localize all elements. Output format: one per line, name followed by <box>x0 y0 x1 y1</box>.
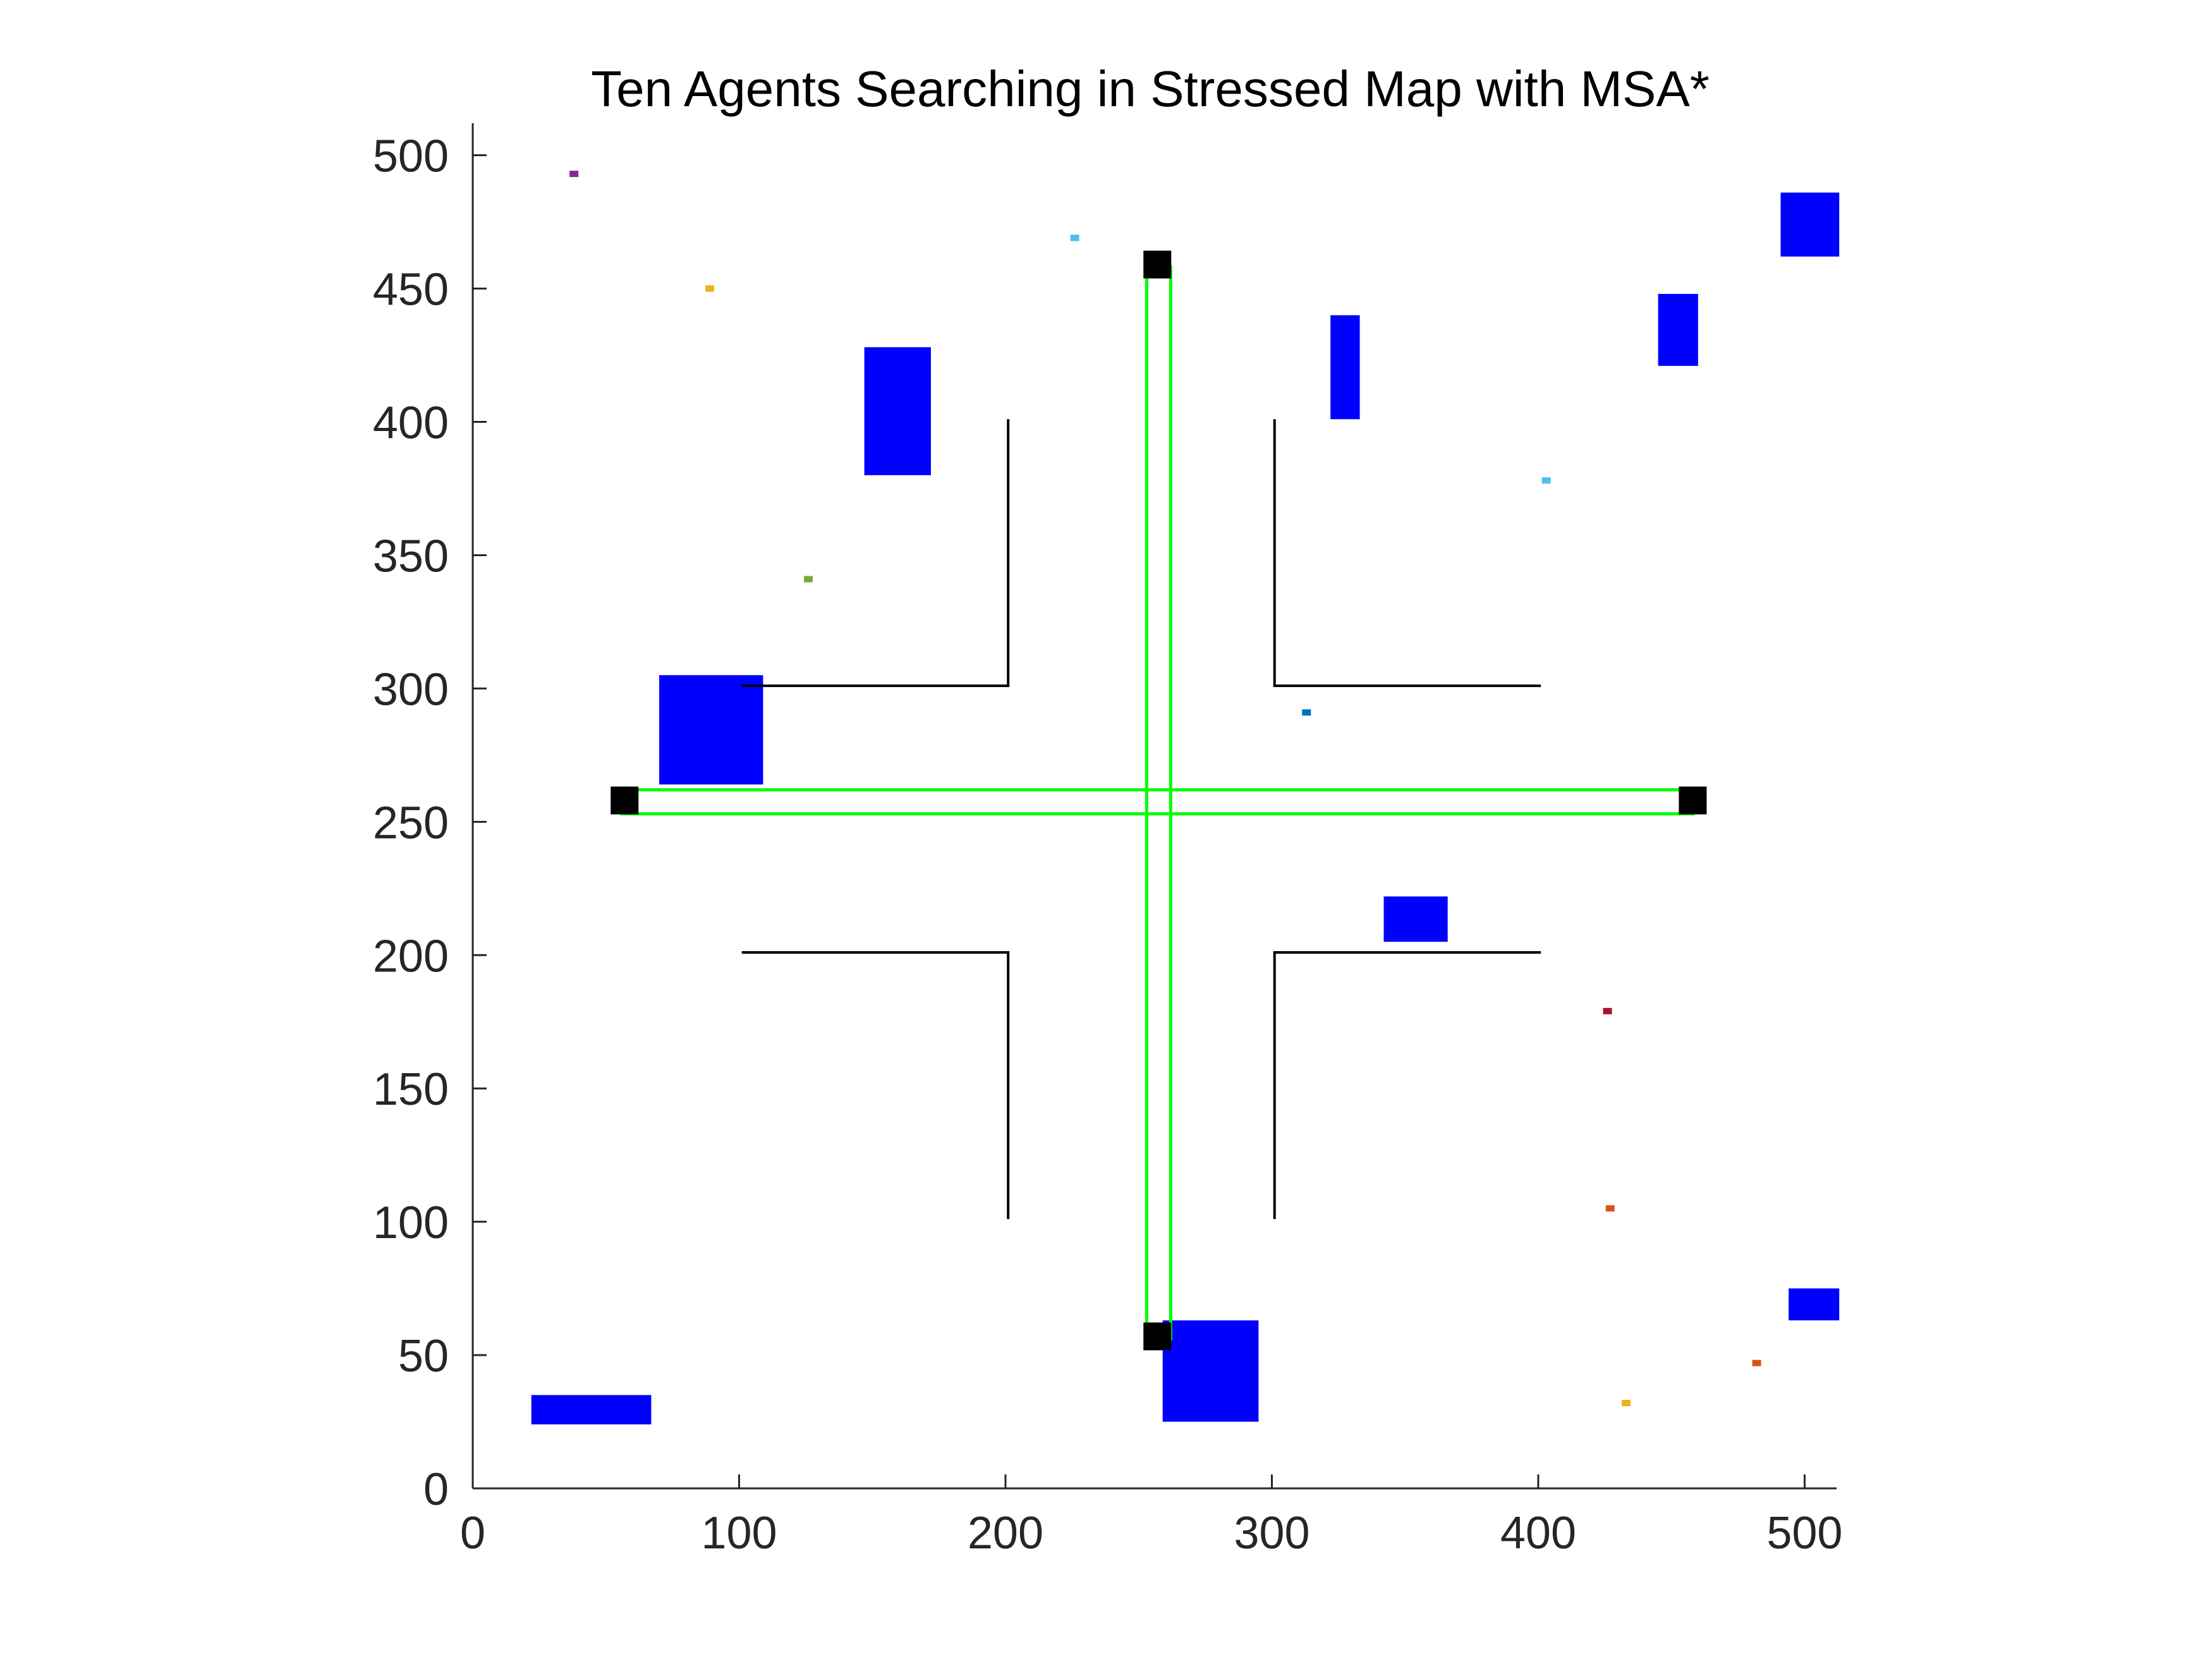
obstacle-1 <box>1330 315 1360 420</box>
endpoint-marker-2 <box>1679 786 1707 815</box>
x-tick-label-1: 100 <box>701 1508 777 1559</box>
agent-marker-2 <box>1070 234 1079 241</box>
wall-2 <box>741 951 1010 1219</box>
y-tick-label-10: 500 <box>373 131 449 182</box>
obstacle-5 <box>1383 896 1448 942</box>
wall-3 <box>1273 951 1541 1219</box>
y-tick-label-3: 150 <box>373 1064 449 1115</box>
agent-marker-8 <box>1752 1359 1761 1366</box>
wall-0 <box>741 419 1010 688</box>
y-tick-label-6: 300 <box>373 664 449 715</box>
agent-marker-1 <box>705 285 715 292</box>
y-tick-label-2: 100 <box>373 1198 449 1248</box>
y-tick-label-7: 350 <box>373 531 449 581</box>
y-tick-label-5: 250 <box>373 798 449 848</box>
agent-marker-6 <box>1603 1007 1612 1014</box>
wall-1 <box>1273 419 1541 688</box>
y-tick-label-1: 50 <box>398 1331 449 1382</box>
corridor-0 <box>620 788 1694 816</box>
obstacle-6 <box>531 1395 652 1425</box>
corridor-1 <box>1145 265 1172 1341</box>
x-tick-label-3: 300 <box>1234 1508 1310 1559</box>
x-tick-label-2: 200 <box>968 1508 1043 1559</box>
obstacle-7 <box>1162 1320 1259 1422</box>
x-tick-label-4: 400 <box>1500 1508 1576 1559</box>
agent-marker-5 <box>1302 709 1311 716</box>
endpoint-marker-0 <box>1143 250 1172 279</box>
axes: 0 100 200 300 400 500 0 50 100 150 200 250 300 350 400… <box>373 123 1842 1559</box>
obstacle-3 <box>1780 192 1840 257</box>
agent-marker-4 <box>1541 477 1551 484</box>
y-tick-label-0: 0 <box>423 1464 449 1515</box>
endpoint-marker-1 <box>611 786 639 815</box>
endpoint-marker-3 <box>1143 1322 1172 1351</box>
obstacle-2 <box>1658 294 1698 366</box>
obstacle-0 <box>864 347 931 475</box>
y-tick-label-9: 450 <box>373 265 449 315</box>
y-tick-label-4: 200 <box>373 931 449 981</box>
agent-marker-3 <box>804 576 813 583</box>
y-tick-label-8: 400 <box>373 398 449 449</box>
agent-marker-9 <box>1622 1400 1631 1406</box>
agent-marker-0 <box>569 171 579 178</box>
obstacle-4 <box>659 675 763 785</box>
agent-marker-7 <box>1605 1205 1615 1212</box>
x-tick-label-5: 500 <box>1766 1508 1842 1559</box>
x-tick-label-0: 0 <box>460 1508 485 1559</box>
obstacle-8 <box>1789 1288 1840 1321</box>
plot-area <box>531 171 1840 1425</box>
chart-title: Ten Agents Searching in Stressed Map wit… <box>591 61 1710 117</box>
